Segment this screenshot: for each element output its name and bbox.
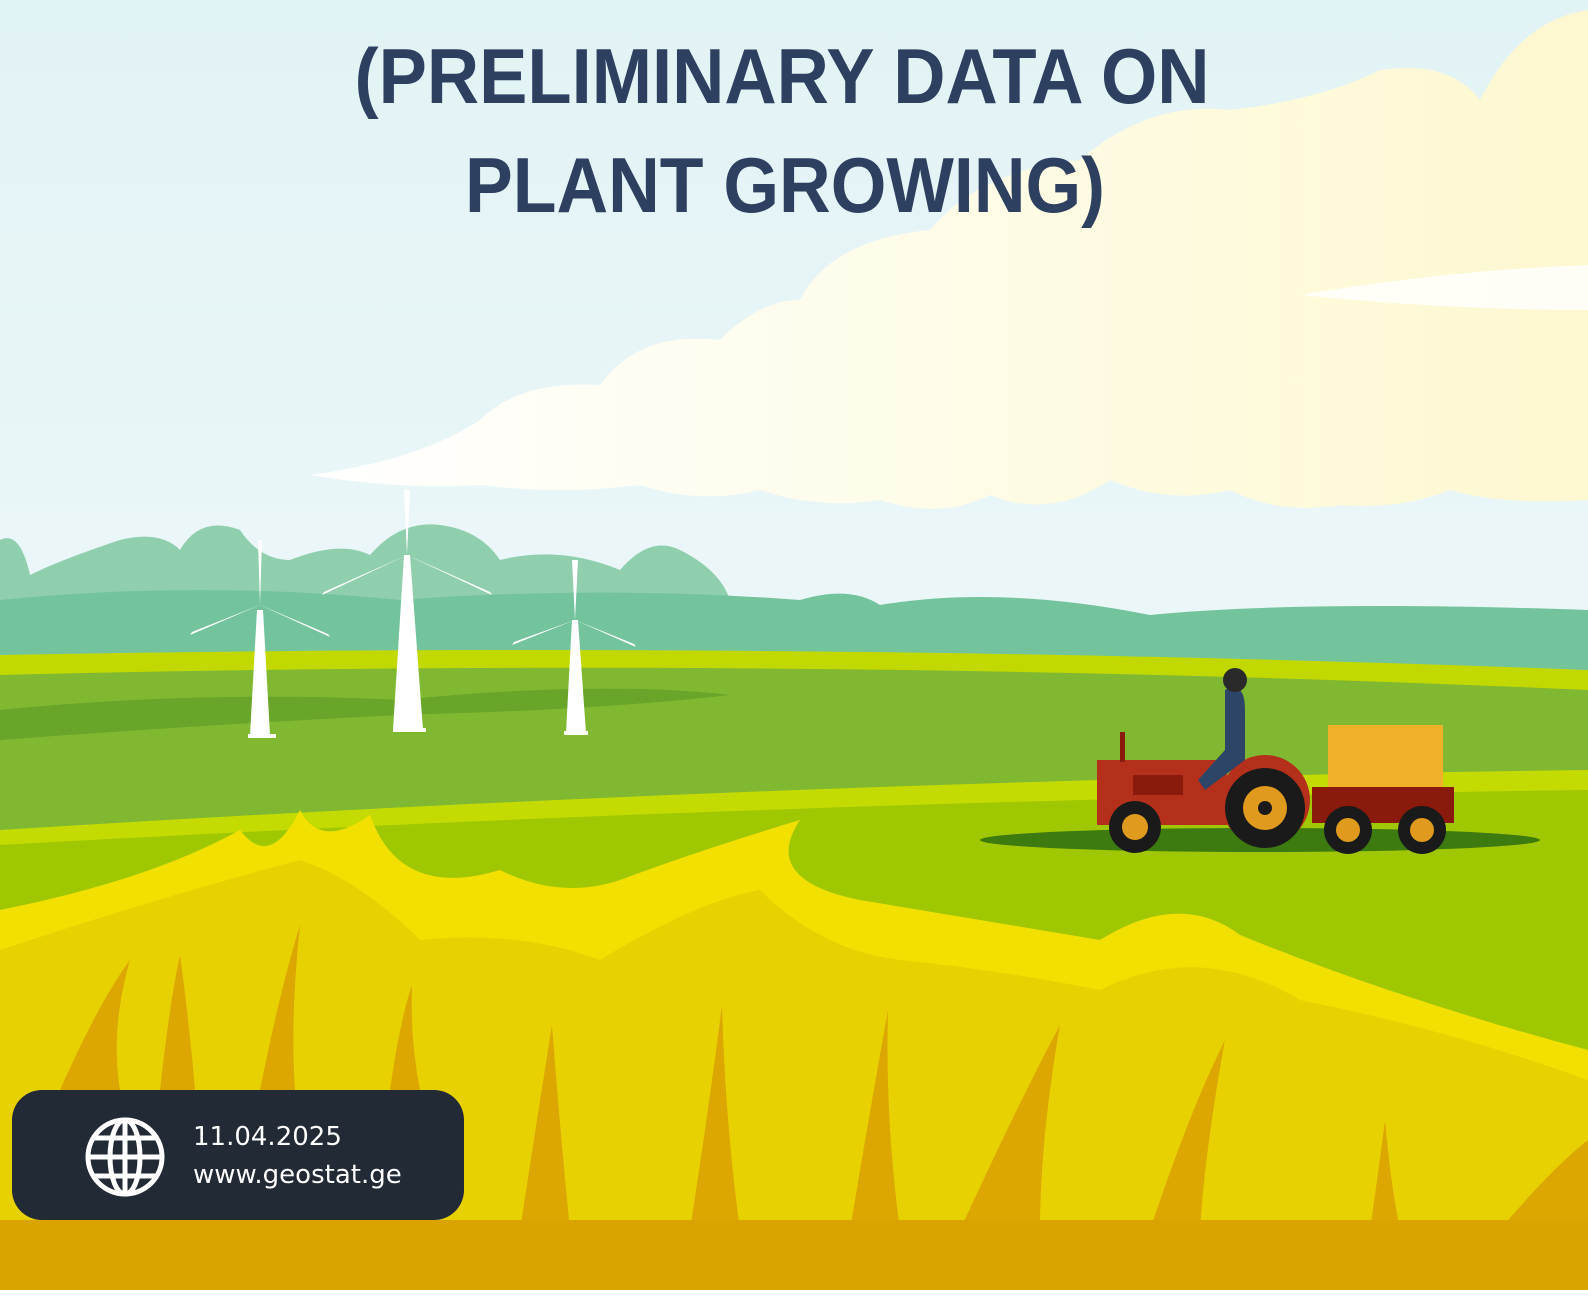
footer-badge — [12, 1090, 464, 1220]
title-line: PLANT GROWING) — [465, 141, 1105, 229]
tractor — [980, 668, 1540, 854]
wheat-stalks — [60, 925, 1588, 1230]
title-line: (PRELIMINARY DATA ON — [355, 32, 1210, 120]
globe-icon — [85, 1117, 165, 1197]
website: www.geostat.ge — [193, 1160, 402, 1190]
cloud — [310, 10, 1588, 509]
cloud-streak — [1300, 265, 1588, 310]
field-shadow — [0, 688, 730, 740]
windmills — [190, 490, 636, 738]
release-date: 11.04.2025 — [193, 1122, 342, 1152]
bottom-border — [0, 1290, 1588, 1308]
